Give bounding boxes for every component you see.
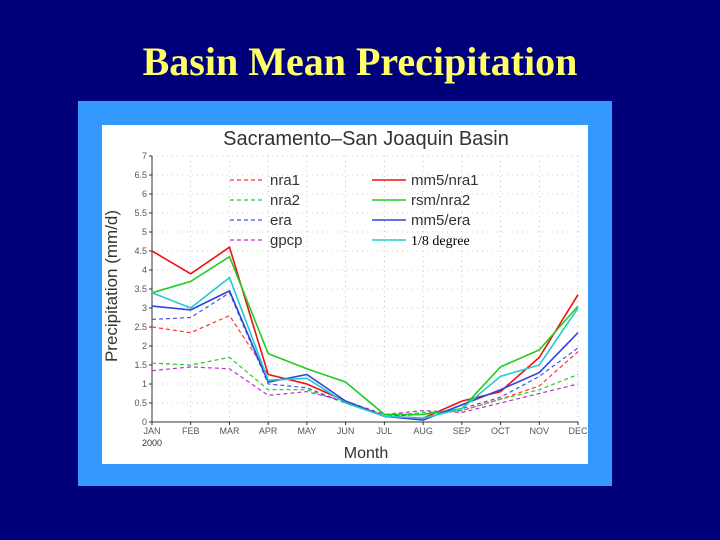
x-tick-label: AUG [413, 426, 433, 436]
y-tick-label: 5.5 [134, 208, 147, 218]
x-tick-label: NOV [530, 426, 550, 436]
x-tick-label: JUN [337, 426, 355, 436]
series-line [151, 314, 579, 417]
y-tick-label: 5 [142, 227, 147, 237]
x-tick-label: DEC [568, 426, 588, 436]
chart-panel: Sacramento–San Joaquin Basin Precipitati… [102, 125, 588, 464]
series-line [151, 356, 579, 417]
y-tick-label: 4.5 [134, 246, 147, 256]
series-line [151, 255, 579, 416]
y-tick-label: 0.5 [134, 398, 147, 408]
y-tick-label: 7 [142, 151, 147, 161]
legend-label: era [270, 212, 292, 229]
series-line [151, 289, 579, 421]
y-tick-label: 0 [142, 417, 147, 427]
x-tick-label: JAN [143, 426, 160, 436]
y-tick-label: 3.5 [134, 284, 147, 294]
x-tick-label: FEB [182, 426, 200, 436]
legend-label: 1/8 degree [411, 234, 470, 249]
y-tick-label: 3 [142, 303, 147, 313]
x-axis-year-label: 2000 [142, 438, 162, 448]
series-line [151, 245, 579, 420]
x-tick-label: JUL [376, 426, 392, 436]
legend-label: nra1 [270, 172, 300, 189]
series-line [151, 276, 579, 420]
y-tick-label: 2 [142, 341, 147, 351]
x-axis-label: Month [344, 445, 388, 462]
chart-title: Sacramento–San Joaquin Basin [223, 128, 509, 150]
y-tick-label: 6.5 [134, 170, 147, 180]
x-tick-label: MAY [297, 426, 316, 436]
series-line [151, 291, 579, 417]
y-tick-label: 2.5 [134, 322, 147, 332]
slide-title: Basin Mean Precipitation [142, 39, 578, 84]
x-tick-label: SEP [453, 426, 471, 436]
line-chart: Sacramento–San Joaquin Basin Precipitati… [102, 128, 588, 462]
y-tick-label: 1 [142, 379, 147, 389]
legend-label: gpcp [270, 232, 303, 249]
y-tick-label: 4 [142, 265, 147, 275]
y-tick-label: 6 [142, 189, 147, 199]
series-line [151, 366, 579, 416]
legend-label: nra2 [270, 192, 300, 209]
legend-label: mm5/era [411, 212, 471, 229]
x-tick-label: OCT [491, 426, 511, 436]
x-tick-label: APR [259, 426, 278, 436]
x-tick-label: MAR [219, 426, 240, 436]
legend-label: rsm/nra2 [411, 192, 470, 209]
legend-label: mm5/nra1 [411, 172, 479, 189]
y-tick-label: 1.5 [134, 360, 147, 370]
y-axis-label: Precipitation (mm/d) [102, 210, 121, 362]
